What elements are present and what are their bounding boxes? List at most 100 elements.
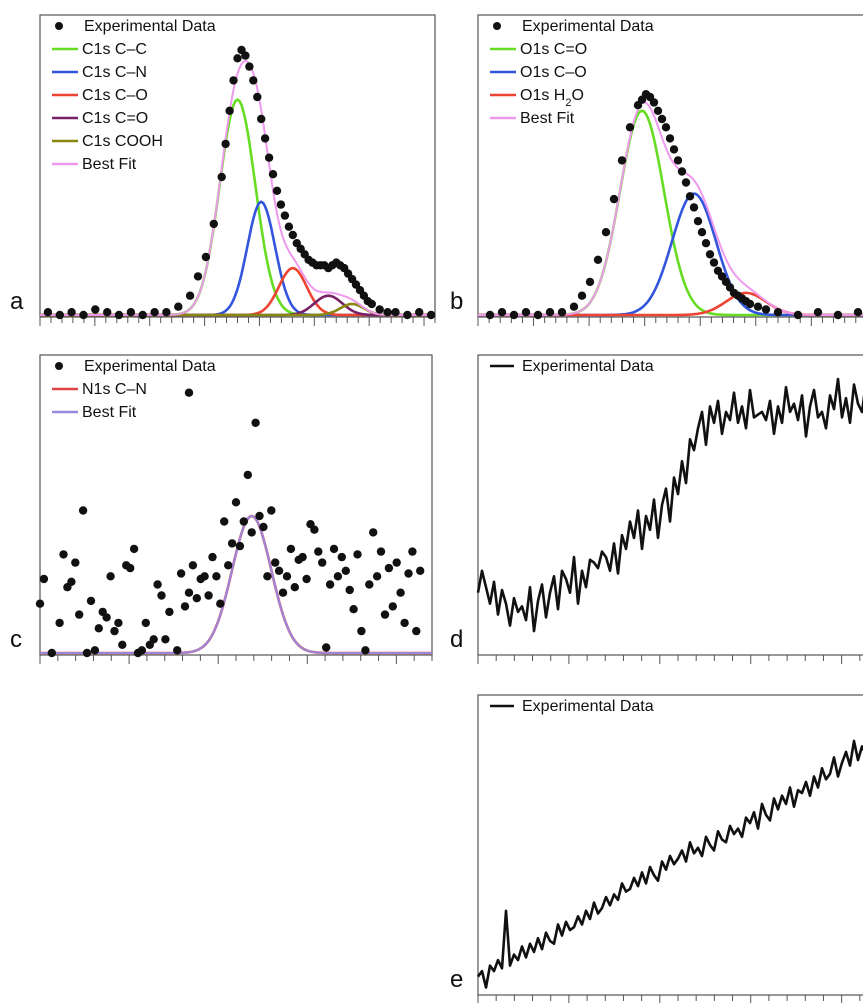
data-point — [253, 92, 262, 102]
data-point — [55, 310, 64, 320]
data-point — [509, 310, 519, 320]
data-point — [271, 558, 280, 567]
legend-marker-experimental-data — [55, 362, 63, 370]
data-point — [403, 310, 412, 320]
data-point — [853, 308, 863, 317]
data-point — [264, 153, 274, 162]
experimental-points-b — [485, 90, 863, 320]
legend-marker-experimental-data — [55, 22, 63, 30]
data-point — [91, 305, 100, 314]
data-point — [235, 541, 245, 551]
legend-d: Experimental Data — [490, 358, 654, 375]
data-point — [661, 123, 671, 132]
data-point — [408, 547, 417, 556]
data-point — [75, 610, 84, 619]
data-point — [365, 580, 374, 589]
data-point — [229, 76, 238, 85]
data-point — [617, 156, 627, 165]
series-line-experimental-data — [476, 739, 863, 989]
plot-frame-b — [477, 14, 863, 318]
legend-label-o1s-h-o: O1s H2O — [520, 87, 584, 109]
data-point — [129, 544, 139, 554]
data-point — [657, 114, 667, 124]
panel-label-a: a — [10, 288, 24, 315]
data-point — [67, 577, 76, 586]
data-point — [521, 308, 531, 317]
legend-label-c1s-c-n: C1s C–N — [82, 64, 147, 81]
legend-label-c1s-cooh: C1s COOH — [82, 133, 163, 150]
data-point — [380, 610, 390, 619]
data-point — [533, 310, 543, 320]
data-point — [388, 602, 397, 611]
data-point — [290, 583, 299, 592]
legend-label-best-fit: Best Fit — [520, 110, 575, 127]
data-point — [361, 646, 370, 655]
data-point — [106, 572, 115, 581]
data-point — [669, 145, 679, 154]
data-point — [349, 605, 358, 614]
data-point — [225, 106, 234, 116]
legend-label-c1s-c-o: C1s C–O — [82, 87, 148, 104]
data-point — [653, 106, 663, 116]
data-point — [204, 591, 213, 600]
data-point — [302, 574, 311, 584]
data-point — [400, 618, 409, 628]
data-point — [43, 308, 53, 317]
data-point — [392, 558, 401, 567]
experimental-points-c — [35, 388, 425, 658]
data-point — [693, 217, 703, 226]
legend-marker-experimental-data — [493, 22, 501, 30]
data-point — [247, 528, 256, 537]
data-point — [322, 643, 331, 652]
data-point — [94, 624, 104, 633]
data-point — [255, 511, 264, 521]
data-point — [150, 308, 159, 317]
data-point — [176, 569, 186, 578]
data-point — [813, 308, 823, 317]
legend-label-experimental-data: Experimental Data — [522, 358, 654, 375]
data-point — [137, 646, 147, 655]
data-point — [157, 591, 166, 600]
chart-panel-e: Experimental Data — [476, 694, 863, 1004]
panel-label-b: b — [450, 288, 464, 315]
legend-label-experimental-data: Experimental Data — [522, 698, 654, 715]
data-point — [239, 517, 248, 526]
data-point — [231, 498, 241, 507]
legend-label-c1s-c-o: C1s C=O — [82, 110, 148, 127]
data-point — [174, 302, 183, 311]
legend-a: Experimental Data C1s C–C C1s C–N C1s C–O C1… — [52, 18, 216, 173]
series-line-experimental-data — [476, 377, 863, 633]
data-point — [138, 310, 147, 320]
data-point — [185, 291, 195, 300]
data-point — [773, 308, 783, 317]
data-point — [141, 618, 150, 628]
data-point — [260, 134, 270, 143]
x-axis-ticks-e — [477, 995, 861, 1004]
data-point — [577, 291, 587, 300]
legend-label-experimental-data: Experimental Data — [522, 18, 654, 35]
data-point — [793, 310, 803, 320]
data-point — [149, 635, 158, 644]
data-point — [685, 192, 695, 201]
data-point — [276, 200, 286, 209]
x-axis-ticks-a — [39, 317, 436, 326]
data-point — [161, 635, 170, 644]
legend-label-n1s-c-n: N1s C–N — [82, 381, 147, 398]
data-point — [192, 594, 201, 603]
data-point — [79, 310, 88, 320]
legend-e: Experimental Data — [490, 698, 654, 715]
data-point — [224, 561, 233, 570]
chart-panel-a: Experimental Data C1s C–C C1s C–N C1s C–O C1… — [39, 14, 436, 326]
data-point — [193, 272, 203, 281]
data-point — [369, 528, 378, 537]
data-point — [681, 178, 691, 187]
data-point — [272, 186, 282, 195]
data-point — [126, 563, 135, 573]
data-point — [259, 522, 268, 532]
data-point — [180, 602, 190, 611]
data-point — [485, 310, 495, 320]
x-axis-ticks-b — [477, 317, 857, 326]
data-point — [298, 552, 307, 562]
data-point — [220, 517, 229, 526]
